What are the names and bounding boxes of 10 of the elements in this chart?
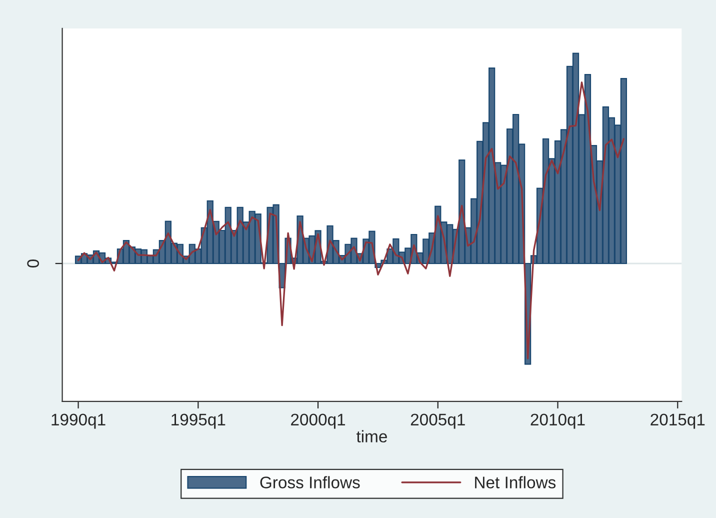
x-tick-label: 2015q1 [650, 414, 705, 429]
legend-label: Net Inflows [475, 476, 556, 488]
x-tick-label: 2010q1 [530, 414, 585, 429]
x-tick-label: 1990q1 [52, 414, 106, 429]
x-tick-label: 1995q1 [172, 414, 226, 429]
x-axis-title: time [356, 430, 387, 442]
x-tick-label: 2005q1 [410, 414, 465, 429]
legend-label: Gross Inflows [260, 476, 360, 488]
x-tick-label: 2000q1 [291, 414, 346, 429]
text: 0 [27, 260, 39, 268]
